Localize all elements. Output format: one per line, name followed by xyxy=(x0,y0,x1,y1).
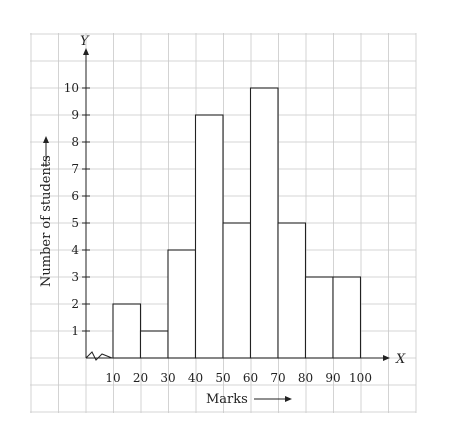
y-axis-arrow-icon xyxy=(83,48,89,55)
y-tick-labels: 1 2 3 4 5 6 7 8 9 10 xyxy=(64,81,90,338)
y-axis-label: Number of students xyxy=(39,155,54,287)
x-tick-label: 40 xyxy=(188,371,203,385)
y-tick-label: 3 xyxy=(71,270,79,284)
bar-90-100 xyxy=(332,276,362,359)
y-tick-label: 9 xyxy=(71,108,79,122)
bar-70-80 xyxy=(277,222,307,359)
bar-50-60 xyxy=(222,222,252,359)
x-label-arrow-icon xyxy=(285,396,292,402)
x-tick-label: 90 xyxy=(325,371,340,385)
bar-30-40 xyxy=(167,249,197,359)
y-tick-label: 4 xyxy=(71,243,79,257)
y-tick-label: 6 xyxy=(71,189,79,203)
y-label-arrow-icon xyxy=(43,136,49,143)
x-axis-arrow-icon xyxy=(383,355,390,361)
x-tick-label: 20 xyxy=(133,371,148,385)
bar-10-20 xyxy=(112,303,142,359)
x-axis-label: Marks xyxy=(206,392,248,407)
bar-80-90 xyxy=(304,276,334,359)
y-tick-label: 2 xyxy=(71,297,79,311)
x-tick-labels: 10 20 30 40 50 60 70 80 90 100 xyxy=(105,371,372,385)
x-tick-label: 70 xyxy=(270,371,285,385)
x-axis-letter: X xyxy=(395,352,406,367)
y-tick-label: 7 xyxy=(71,162,79,176)
x-tick-label: 60 xyxy=(243,371,258,385)
axis-break-zigzag-icon xyxy=(85,351,113,361)
bar-60-70 xyxy=(249,87,279,359)
y-tick-label: 1 xyxy=(71,324,79,338)
x-tick-label: 30 xyxy=(160,371,175,385)
bar-40-50 xyxy=(194,114,224,359)
axes xyxy=(83,48,390,361)
y-axis-letter: Y xyxy=(80,34,90,49)
x-tick-label: 50 xyxy=(215,371,230,385)
x-tick-label: 10 xyxy=(105,371,120,385)
x-tick-label: 100 xyxy=(349,371,372,385)
y-tick-label: 8 xyxy=(71,135,79,149)
y-tick-label: 5 xyxy=(71,216,79,230)
x-tick-label: 80 xyxy=(298,371,313,385)
y-tick-label: 10 xyxy=(64,81,79,95)
bar-20-30 xyxy=(139,330,169,359)
